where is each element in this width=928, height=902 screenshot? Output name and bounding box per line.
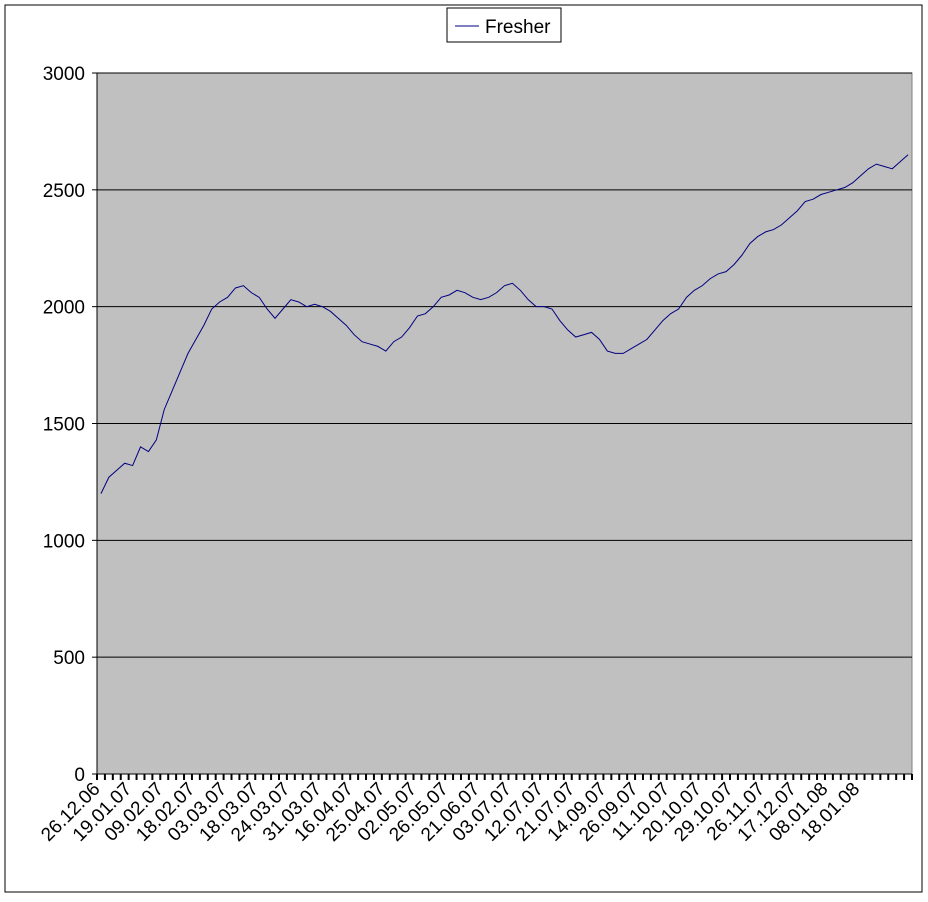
y-tick-label: 500 — [53, 648, 85, 669]
y-tick-label: 1500 — [43, 415, 85, 436]
y-tick-label: 1000 — [43, 531, 85, 552]
legend-box — [446, 7, 562, 43]
data-line — [100, 154, 909, 494]
y-tick-label: 3000 — [43, 64, 85, 85]
y-tick-label: 0 — [74, 765, 85, 786]
y-tick-label: 2000 — [43, 298, 85, 319]
legend-label: Fresher — [485, 17, 551, 38]
y-tick-label: 2500 — [43, 181, 85, 202]
